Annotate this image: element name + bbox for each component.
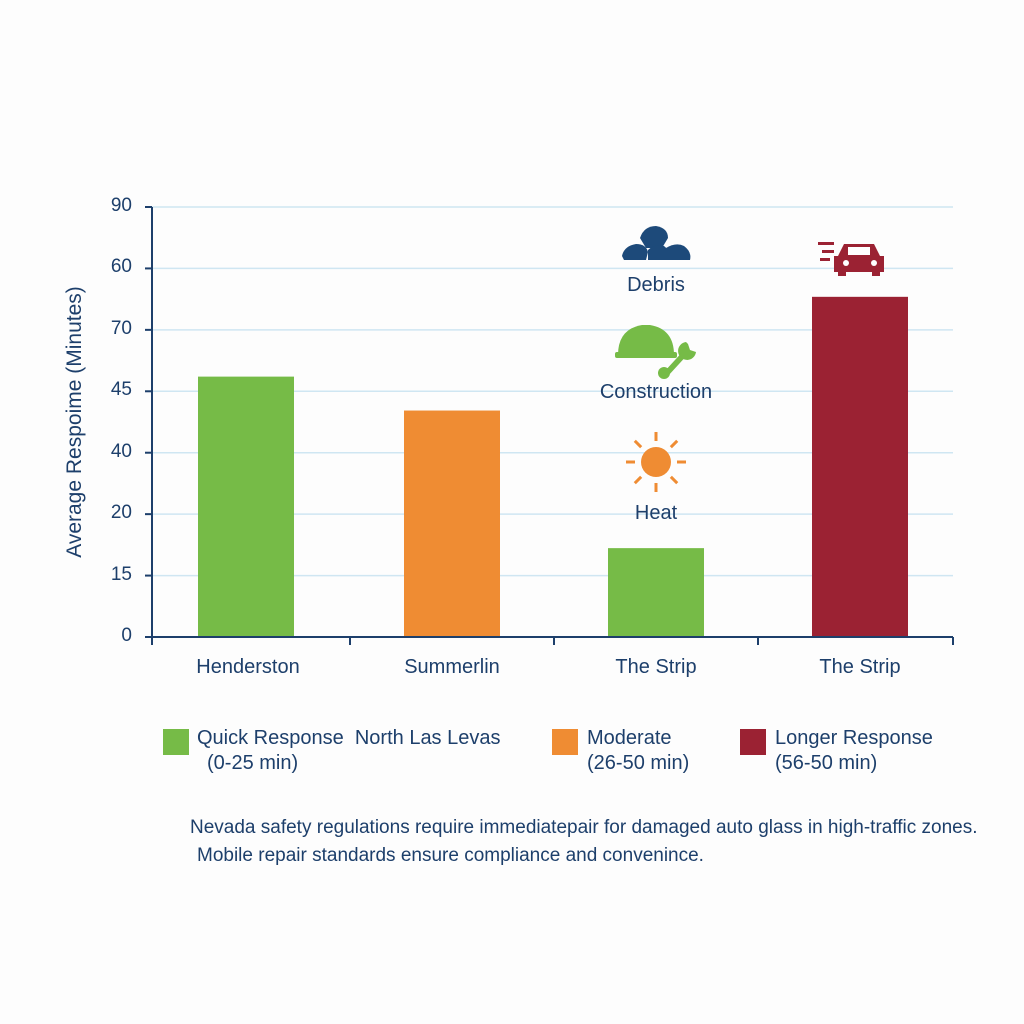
sun-icon	[626, 432, 686, 492]
y-tick-label: 20	[110, 502, 132, 524]
bar-3	[812, 296, 908, 637]
legend-range: (0-25 min)	[207, 752, 299, 774]
y-tick-label: 45	[110, 379, 132, 401]
x-tick-label: The Strip	[615, 656, 697, 678]
legend-swatch-longer	[740, 729, 766, 755]
legend-item-moderate: Moderate (26-50 min)	[587, 726, 689, 776]
y-tick-label: 15	[110, 563, 132, 585]
legend-swatch-moderate	[552, 729, 578, 755]
x-tick-label: Henderston	[196, 656, 300, 678]
sun-ray	[633, 475, 643, 485]
rocks-icon	[622, 226, 691, 260]
y-tick-label: 70	[110, 317, 132, 339]
legend-label: Moderate	[587, 727, 672, 749]
annotation-debris: Debris	[627, 274, 685, 296]
sun-ray	[669, 475, 679, 485]
legend-label: Quick Response North Las Levas	[197, 727, 501, 749]
y-tick-label: 60	[110, 256, 132, 278]
y-tick-label: 40	[110, 440, 132, 462]
y-axis-label: Average Respoime (Minutes)	[63, 286, 86, 558]
sun-ray	[633, 439, 643, 449]
bar-0	[198, 376, 294, 637]
note-line-1: Nevada safety regulations require immedi…	[190, 817, 978, 838]
bar-1	[404, 410, 500, 637]
annotation-construction: Construction	[599, 381, 713, 403]
hardhat-wrench-icon	[615, 325, 696, 379]
legend-swatch-quick	[163, 729, 189, 755]
sun-ray	[669, 439, 679, 449]
legend-label: Longer Response	[775, 727, 933, 749]
legend-item-longer: Longer Response (56-50 min)	[775, 726, 933, 776]
x-tick-label: Summerlin	[404, 656, 500, 678]
y-tick-label: 90	[110, 195, 132, 216]
y-tick-label: 0	[121, 625, 132, 646]
x-tick-label: The Strip	[819, 656, 901, 678]
note-line-2: Mobile repair standards ensure complianc…	[197, 845, 704, 866]
legend-range: (26-50 min)	[587, 752, 690, 774]
legend-range: (56-50 min)	[775, 752, 878, 774]
legend-item-quick: Quick Response North Las Levas (0-25 min…	[197, 726, 501, 776]
car-icon	[818, 242, 884, 276]
bar-2	[608, 548, 704, 637]
annotation-heat: Heat	[634, 502, 678, 524]
